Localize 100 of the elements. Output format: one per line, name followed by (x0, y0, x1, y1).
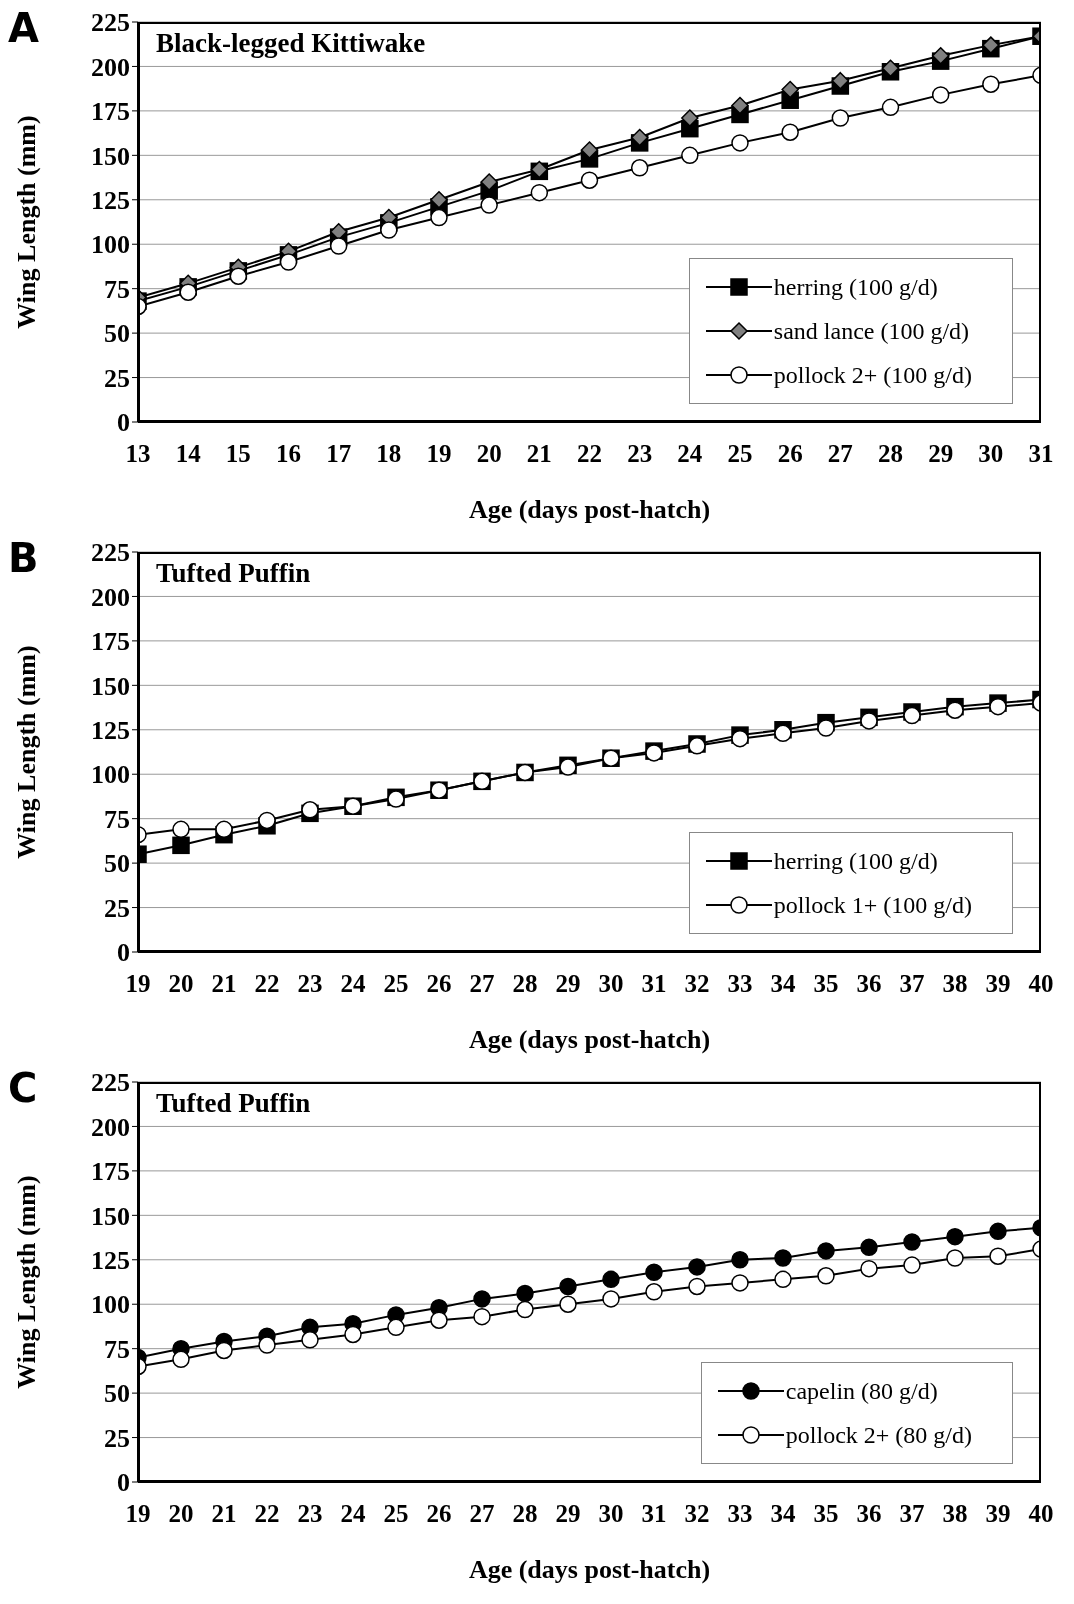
text: B (8, 535, 39, 581)
x-tick-label: 33 (727, 1499, 753, 1527)
x-tick-label: 37 (899, 1499, 925, 1527)
x-tick-label: 34 (770, 969, 796, 997)
x-tick-label: 29 (928, 439, 954, 467)
x-tick-label: 22 (577, 439, 602, 467)
y-tick-label: 150 (91, 141, 130, 171)
x-tick-label: 31 (1028, 439, 1054, 467)
x-tick-label: 26 (777, 439, 803, 467)
x-tick-label: 18 (376, 439, 402, 467)
x-tick-label: 16 (276, 439, 301, 467)
x-tick-label: 17 (326, 439, 352, 467)
x-tick-label: 21 (211, 1499, 237, 1527)
legend-label: pollock 2+ (100 g/d) (773, 361, 972, 389)
x-tick-label: 39 (985, 969, 1011, 997)
y-tick-label: 200 (91, 582, 130, 612)
x-tick-label: 28 (878, 439, 903, 467)
x-tick-label: 26 (426, 969, 452, 997)
y-tick-label: 125 (91, 1246, 130, 1276)
y-tick-label: 0 (117, 1468, 130, 1498)
x-tick-label: 32 (684, 969, 710, 997)
x-tick-label: 31 (641, 1499, 667, 1527)
x-tick-label: 40 (1028, 969, 1054, 997)
y-tick-label: 25 (104, 1423, 130, 1453)
y-tick-label: 200 (91, 1112, 130, 1142)
y-tick-label: 75 (104, 274, 130, 304)
chart-title: Tufted Puffin (156, 1088, 311, 1119)
y-tick-label: 225 (91, 538, 130, 568)
x-tick-label: 30 (978, 439, 1004, 467)
x-tick-label: 31 (641, 969, 667, 997)
x-tick-label: 19 (125, 969, 151, 997)
x-tick-label: 34 (770, 1499, 796, 1527)
y-tick-label: 175 (91, 97, 130, 127)
x-tick-label: 37 (899, 969, 925, 997)
x-tick-label: 25 (383, 1499, 409, 1527)
x-tick-label: 20 (168, 969, 194, 997)
x-tick-label: 23 (297, 969, 323, 997)
x-tick-label: 19 (125, 1499, 151, 1527)
y-tick-label: 100 (91, 760, 130, 790)
x-tick-label: 22 (254, 1499, 280, 1527)
text: C (8, 1065, 38, 1111)
text: A (8, 5, 39, 51)
x-tick-label: 36 (856, 1499, 882, 1527)
x-tick-label: 13 (125, 439, 151, 467)
x-axis-title: Age (days post-hatch) (468, 495, 711, 524)
y-tick-label: 150 (91, 671, 130, 701)
x-tick-label: 23 (627, 439, 653, 467)
x-axis-title: Age (days post-hatch) (468, 1025, 711, 1054)
x-tick-label: 24 (677, 439, 703, 467)
x-axis-title: Age (days post-hatch) (468, 1555, 711, 1584)
x-tick-label: 28 (512, 1499, 538, 1527)
y-axis-title: Wing Length (mm) (12, 645, 42, 859)
x-tick-label: 39 (985, 1499, 1011, 1527)
y-tick-label: 75 (104, 804, 130, 834)
x-tick-label: 38 (942, 1499, 968, 1527)
y-tick-label: 125 (91, 186, 130, 216)
x-tick-label: 40 (1028, 1499, 1054, 1527)
x-tick-label: 25 (383, 969, 409, 997)
legend-label: pollock 1+ (100 g/d) (773, 891, 972, 919)
x-tick-label: 22 (254, 969, 280, 997)
x-tick-label: 21 (211, 969, 237, 997)
x-tick-label: 33 (727, 969, 753, 997)
y-tick-label: 50 (104, 319, 130, 349)
y-tick-label: 75 (104, 1334, 130, 1364)
y-tick-label: 150 (91, 1201, 130, 1231)
x-tick-label: 35 (813, 969, 839, 997)
legend-label: sand lance (100 g/d) (773, 317, 970, 345)
x-tick-label: 35 (813, 1499, 839, 1527)
y-tick-label: 125 (91, 716, 130, 746)
x-tick-label: 36 (856, 969, 882, 997)
x-tick-label: 20 (168, 1499, 194, 1527)
x-tick-label: 14 (175, 439, 202, 467)
y-tick-label: 225 (91, 1068, 130, 1098)
y-tick-label: 100 (91, 1290, 130, 1320)
legend-label: herring (100 g/d) (773, 847, 938, 875)
x-tick-label: 27 (469, 969, 495, 997)
x-tick-label: 19 (426, 439, 452, 467)
legend-label: capelin (80 g/d) (785, 1377, 938, 1405)
y-axis-title: Wing Length (mm) (12, 1175, 42, 1389)
y-tick-label: 0 (117, 938, 130, 968)
y-tick-label: 0 (117, 408, 130, 438)
y-tick-label: 25 (104, 893, 130, 923)
x-tick-label: 29 (555, 969, 581, 997)
x-tick-label: 27 (469, 1499, 495, 1527)
legend-label: pollock 2+ (80 g/d) (785, 1421, 972, 1449)
y-axis-title: Wing Length (mm) (12, 115, 42, 329)
x-tick-label: 38 (942, 969, 968, 997)
x-tick-label: 24 (340, 1499, 366, 1527)
x-tick-label: 29 (555, 1499, 581, 1527)
x-tick-label: 15 (225, 439, 251, 467)
chart-title: Tufted Puffin (156, 558, 311, 589)
x-tick-label: 25 (727, 439, 753, 467)
x-tick-label: 28 (512, 969, 538, 997)
x-tick-label: 24 (340, 969, 366, 997)
x-tick-label: 26 (426, 1499, 452, 1527)
y-tick-label: 175 (91, 1157, 130, 1187)
y-tick-label: 100 (91, 230, 130, 260)
x-tick-label: 27 (827, 439, 853, 467)
x-tick-label: 30 (598, 969, 624, 997)
x-tick-label: 20 (476, 439, 502, 467)
